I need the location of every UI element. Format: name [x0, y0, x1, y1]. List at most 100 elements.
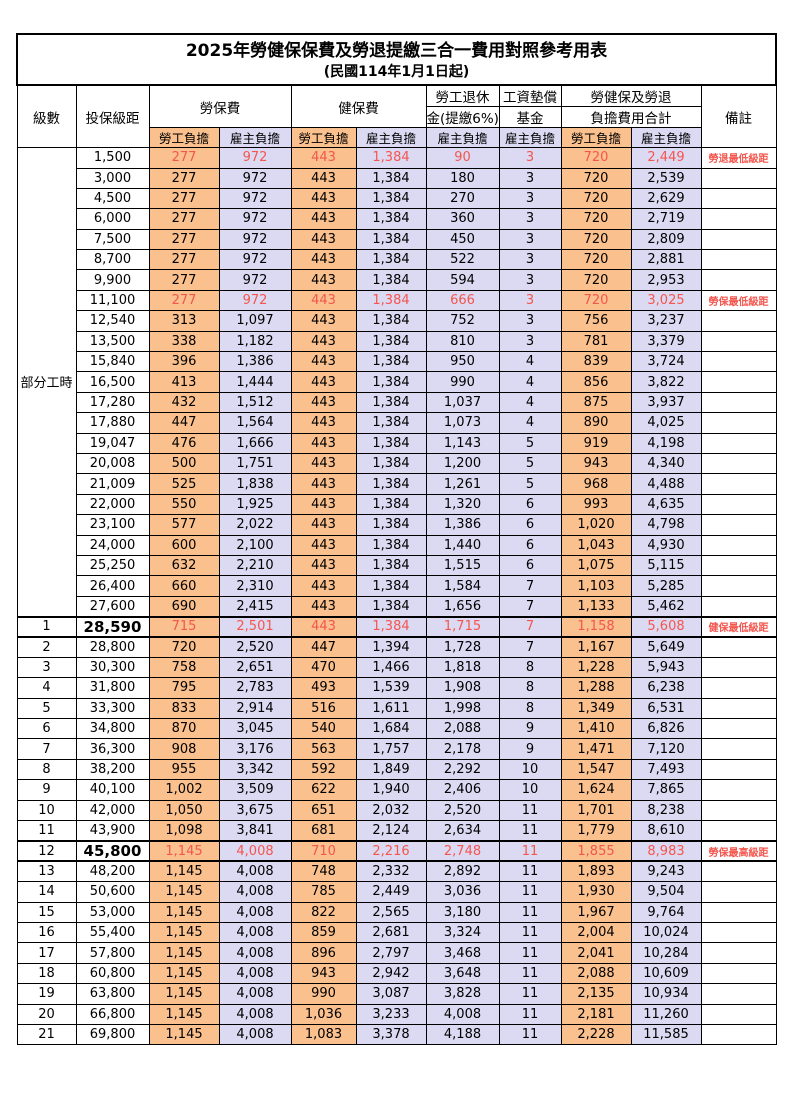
- total-employee-cell: 1,103: [560, 575, 632, 597]
- fund-employer-cell: 11: [498, 799, 562, 822]
- level-cell: 6: [16, 718, 77, 740]
- premium-reference-table: 2025年勞健保保費及勞退提繳三合一費用對照參考用表 (民國114年1月1日起)…: [16, 32, 777, 1046]
- total-employee-cell: 1,133: [560, 595, 632, 618]
- pension-employer-cell: 180: [425, 167, 500, 189]
- total-employer-cell: 2,539: [630, 167, 702, 189]
- total-employer-cell: 2,809: [630, 228, 702, 251]
- bracket-cell: 12,540: [75, 310, 150, 332]
- bracket-cell: 57,800: [75, 942, 150, 964]
- labor-employer-cell: 972: [218, 167, 292, 189]
- pension-employer-cell: 1,200: [425, 452, 500, 475]
- total-employee-cell: 2,088: [560, 962, 632, 985]
- total-employee-cell: 720: [560, 289, 632, 312]
- labor-employer-cell: 2,210: [218, 554, 292, 577]
- pension-employer-cell: 522: [425, 249, 500, 271]
- table-row: 9,900 277 972 443 1,384 594 3 720 2,953: [17, 269, 777, 291]
- fund-employer-cell: 4: [498, 371, 562, 393]
- total-employee-cell: 1,779: [560, 820, 632, 842]
- total-employer-cell: 7,120: [630, 738, 702, 760]
- labor-employer-cell: 972: [218, 289, 292, 312]
- total-employer-cell: 4,488: [630, 473, 702, 495]
- health-employer-cell: 1,384: [355, 330, 427, 353]
- table-row: 15,840 396 1,386 443 1,384 950 4 839 3,724: [17, 351, 777, 373]
- pension-employer-cell: 1,656: [425, 595, 500, 618]
- col-header-wage-fund-line1: 工資墊償: [498, 84, 562, 108]
- level-cell: 16: [16, 921, 77, 944]
- health-employee-cell: 443: [290, 473, 357, 495]
- labor-employee-cell: 413: [148, 371, 220, 393]
- table-row: 19 63,800 1,145 4,008 990 3,087 3,828 11 2,135 10…: [16, 983, 777, 1005]
- health-employer-cell: 2,797: [355, 942, 427, 964]
- table-row: 16,500 413 1,444 443 1,384 990 4 856 3,822: [17, 371, 777, 393]
- total-employee-cell: 1,167: [560, 636, 632, 658]
- labor-employer-cell: 4,008: [218, 942, 292, 964]
- table-row: 12,540 313 1,097 443 1,384 752 3 756 3,237: [17, 310, 777, 332]
- table-row: 15 53,000 1,145 4,008 822 2,565 3,180 11 1,967 9,…: [16, 901, 777, 923]
- total-employee-cell: 756: [560, 310, 632, 332]
- level-cell: 2: [16, 636, 77, 658]
- remark-cell: [700, 493, 777, 516]
- total-employer-cell: 11,260: [630, 1003, 702, 1025]
- health-employer-cell: 2,124: [355, 820, 427, 842]
- labor-employee-cell: 277: [148, 269, 220, 291]
- pension-employer-cell: 1,320: [425, 493, 500, 516]
- pension-employer-cell: 1,143: [425, 432, 500, 454]
- bracket-cell: 13,500: [75, 330, 150, 353]
- total-employee-cell: 1,893: [560, 860, 632, 883]
- level-cell: 21: [16, 1023, 77, 1046]
- health-employee-cell: 443: [290, 208, 357, 230]
- total-employer-cell: 4,930: [630, 534, 702, 556]
- fund-employer-cell: 3: [498, 167, 562, 189]
- total-employer-cell: 9,764: [630, 901, 702, 923]
- total-employer-cell: 4,340: [630, 452, 702, 475]
- remark-cell: [700, 697, 777, 720]
- total-employee-cell: 720: [560, 228, 632, 251]
- table-row: 6,000 277 972 443 1,384 360 3 720 2,719: [17, 208, 777, 230]
- table-row: 23,100 577 2,022 443 1,384 1,386 6 1,020 4,798: [17, 514, 777, 536]
- health-employer-cell: 1,384: [355, 371, 427, 393]
- bracket-cell: 33,300: [75, 697, 150, 720]
- labor-employer-cell: 3,045: [218, 718, 292, 740]
- total-employer-cell: 3,025: [630, 289, 702, 312]
- remark-cell: [700, 1023, 777, 1046]
- total-employee-cell: 2,004: [560, 921, 632, 944]
- fund-employer-cell: 3: [498, 269, 562, 291]
- table-row: 16 55,400 1,145 4,008 859 2,681 3,324 11 2,004 10…: [16, 921, 777, 944]
- remark-cell: [700, 412, 777, 434]
- col-header-remark: 備註: [700, 84, 777, 149]
- col-header-labor-insurance: 勞保費: [148, 84, 292, 129]
- bracket-cell: 17,880: [75, 412, 150, 434]
- fund-employer-cell: 7: [498, 575, 562, 597]
- total-employer-cell: 8,238: [630, 799, 702, 822]
- health-employee-cell: 443: [290, 351, 357, 373]
- remark-cell: [700, 1003, 777, 1025]
- labor-employer-cell: 4,008: [218, 983, 292, 1005]
- total-employer-cell: 3,822: [630, 371, 702, 393]
- fund-employer-cell: 10: [498, 779, 562, 801]
- bracket-cell: 48,200: [75, 860, 150, 883]
- fund-employer-cell: 3: [498, 310, 562, 332]
- table-row: 13,500 338 1,182 443 1,384 810 3 781 3,379: [17, 330, 777, 353]
- fund-employer-cell: 11: [498, 942, 562, 964]
- labor-employee-cell: 525: [148, 473, 220, 495]
- total-employer-cell: 9,243: [630, 860, 702, 883]
- fund-employer-cell: 4: [498, 351, 562, 373]
- labor-employer-cell: 1,386: [218, 351, 292, 373]
- remark-cell: [700, 187, 777, 210]
- health-employer-cell: 1,384: [355, 391, 427, 414]
- fund-employer-cell: 5: [498, 473, 562, 495]
- health-employer-cell: 2,681: [355, 921, 427, 944]
- labor-employee-cell: 600: [148, 534, 220, 556]
- labor-employer-cell: 4,008: [218, 860, 292, 883]
- total-employer-cell: 10,609: [630, 962, 702, 985]
- table-row: 3,000 277 972 443 1,384 180 3 720 2,539: [17, 167, 777, 189]
- bracket-cell: 36,300: [75, 738, 150, 760]
- total-employee-cell: 1,701: [560, 799, 632, 822]
- pension-employer-cell: 2,748: [425, 839, 500, 863]
- col-header-pension-line1: 勞工退休: [425, 84, 500, 108]
- health-employer-cell: 1,757: [355, 738, 427, 760]
- health-employer-cell: 2,032: [355, 799, 427, 822]
- labor-employer-cell: 2,783: [218, 677, 292, 699]
- fund-employer-cell: 5: [498, 452, 562, 475]
- health-employee-cell: 592: [290, 758, 357, 781]
